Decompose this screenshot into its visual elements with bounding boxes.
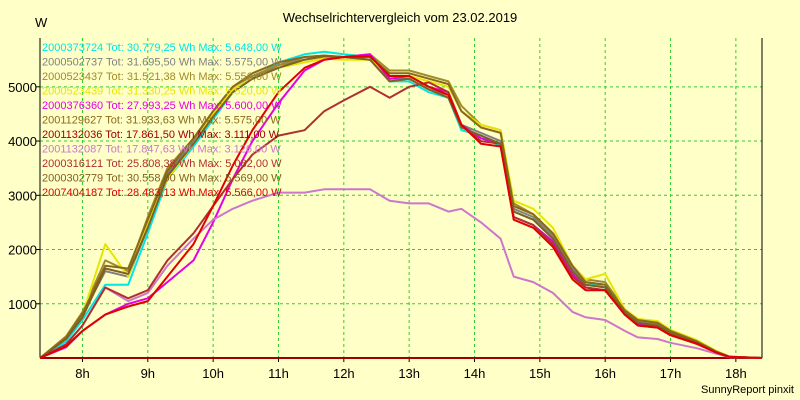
chart-title: Wechselrichtervergleich vom 23.02.2019 bbox=[282, 10, 518, 25]
x-tick-label: 10h bbox=[202, 366, 224, 381]
footer-credit: SunnyReport pinxit bbox=[701, 384, 794, 396]
series-line bbox=[39, 188, 763, 359]
y-tick-label: 1000 bbox=[8, 297, 37, 312]
legend-entry: 2000302779 Tot: 30.558,00 Wh Max: 5.569,… bbox=[42, 173, 282, 185]
x-tick-label: 11h bbox=[268, 366, 289, 381]
y-tick-label: 5000 bbox=[8, 80, 37, 95]
x-tick-label: 16h bbox=[594, 366, 616, 381]
series-line bbox=[39, 55, 763, 359]
y-tick-label: 3000 bbox=[8, 188, 37, 203]
legend-entry: 2001129627 Tot: 31.933,63 Wh Max: 5.575,… bbox=[42, 115, 281, 127]
legend-entry: 2000502737 Tot: 31.695,50 Wh Max: 5.575,… bbox=[42, 57, 282, 69]
y-tick-label: 4000 bbox=[8, 134, 37, 149]
x-tick-label: 13h bbox=[398, 366, 420, 381]
x-tick-label: 9h bbox=[141, 366, 155, 381]
series-line bbox=[39, 54, 763, 359]
legend-entry: 2000523437 Tot: 31.521,38 Wh Max: 5.556,… bbox=[42, 71, 282, 83]
y-tick-label: 2000 bbox=[8, 243, 37, 258]
legend-entry: 2001132036 Tot: 17.861,50 Wh Max: 3.111,… bbox=[42, 129, 280, 141]
legend-entry: 2001132087 Tot: 17.847,63 Wh Max: 3.126,… bbox=[42, 144, 281, 156]
x-tick-label: 8h bbox=[75, 366, 89, 381]
legend-entry: 2007404187 Tot: 28.483,13 Wh Max: 5.566,… bbox=[42, 187, 282, 199]
y-axis-unit: W bbox=[35, 15, 48, 30]
legend-entry: 2000316121 Tot: 25.808,38 Wh Max: 5.082,… bbox=[42, 158, 282, 170]
legend-entry: 2000523439 Tot: 31.330,25 Wh Max: 5.520,… bbox=[42, 86, 282, 98]
x-tick-label: 17h bbox=[660, 366, 682, 381]
x-tick-label: 18h bbox=[725, 366, 747, 381]
x-tick-label: 15h bbox=[529, 366, 551, 381]
x-tick-label: 12h bbox=[333, 366, 355, 381]
series-line bbox=[39, 55, 763, 359]
legend-entry: 2000373724 Tot: 30.779,25 Wh Max: 5.648,… bbox=[42, 42, 282, 54]
x-tick-label: 14h bbox=[464, 366, 486, 381]
legend-entry: 2000376360 Tot: 27.993,25 Wh Max: 5.600,… bbox=[42, 100, 282, 112]
